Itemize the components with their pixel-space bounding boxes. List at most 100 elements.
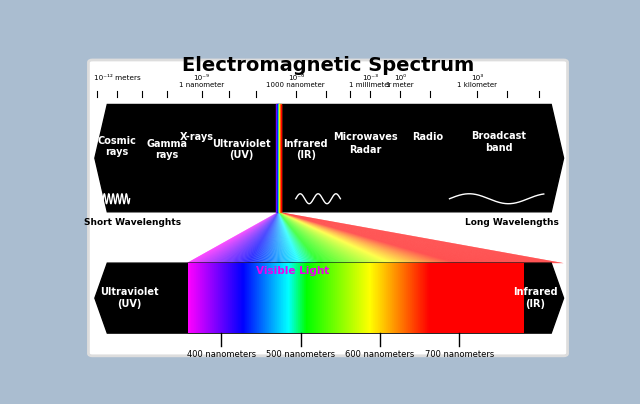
Polygon shape: [278, 212, 441, 263]
Bar: [303, 263, 304, 333]
Bar: [239, 263, 240, 333]
Polygon shape: [278, 212, 410, 263]
Polygon shape: [278, 212, 378, 263]
Polygon shape: [278, 212, 447, 263]
Polygon shape: [278, 212, 327, 263]
Bar: [486, 263, 487, 333]
Bar: [295, 263, 296, 333]
Bar: [383, 263, 384, 333]
Text: Microwaves: Microwaves: [333, 132, 397, 142]
Polygon shape: [263, 212, 278, 263]
Bar: [393, 263, 394, 333]
Bar: [333, 263, 334, 333]
Bar: [380, 263, 381, 333]
Polygon shape: [278, 212, 397, 263]
Polygon shape: [236, 212, 278, 263]
Bar: [501, 263, 502, 333]
Polygon shape: [237, 212, 278, 263]
Polygon shape: [278, 212, 445, 263]
Polygon shape: [278, 212, 431, 263]
Bar: [522, 263, 523, 333]
Bar: [457, 263, 458, 333]
Polygon shape: [278, 212, 390, 263]
Bar: [371, 263, 372, 333]
Bar: [345, 263, 346, 333]
Polygon shape: [278, 212, 379, 263]
Polygon shape: [278, 212, 299, 263]
Bar: [422, 263, 423, 333]
Polygon shape: [204, 212, 278, 263]
Polygon shape: [278, 212, 509, 263]
Polygon shape: [278, 212, 529, 263]
Polygon shape: [278, 212, 371, 263]
Polygon shape: [278, 212, 427, 263]
Bar: [401, 263, 402, 333]
Bar: [262, 263, 263, 333]
Bar: [431, 263, 432, 333]
Polygon shape: [278, 212, 324, 263]
Bar: [344, 263, 345, 333]
Polygon shape: [278, 212, 512, 263]
Polygon shape: [195, 212, 278, 263]
Polygon shape: [278, 212, 330, 263]
Bar: [311, 263, 312, 333]
Bar: [223, 263, 224, 333]
Bar: [483, 263, 484, 333]
Bar: [195, 263, 196, 333]
Polygon shape: [278, 212, 406, 263]
Text: Cosmic
rays: Cosmic rays: [98, 136, 136, 157]
Text: 600 nanometers: 600 nanometers: [346, 350, 415, 359]
Polygon shape: [277, 212, 278, 263]
Bar: [515, 263, 516, 333]
Polygon shape: [278, 212, 433, 263]
Polygon shape: [278, 212, 292, 263]
Polygon shape: [278, 212, 505, 263]
Polygon shape: [278, 212, 363, 263]
Polygon shape: [278, 212, 358, 263]
Polygon shape: [278, 212, 490, 263]
Bar: [196, 263, 197, 333]
Polygon shape: [235, 212, 278, 263]
Polygon shape: [278, 212, 448, 263]
Bar: [300, 263, 301, 333]
Bar: [338, 263, 339, 333]
Polygon shape: [278, 212, 531, 263]
Bar: [426, 263, 428, 333]
Bar: [468, 263, 469, 333]
Bar: [280, 105, 281, 212]
Polygon shape: [278, 212, 556, 263]
Polygon shape: [278, 212, 454, 263]
Bar: [319, 263, 320, 333]
Bar: [271, 263, 272, 333]
Bar: [191, 263, 192, 333]
Bar: [506, 263, 507, 333]
Bar: [306, 263, 307, 333]
Polygon shape: [278, 212, 467, 263]
Polygon shape: [278, 212, 403, 263]
Bar: [215, 263, 216, 333]
Bar: [450, 263, 451, 333]
Bar: [480, 263, 481, 333]
Bar: [460, 263, 461, 333]
Polygon shape: [192, 212, 278, 263]
Bar: [316, 263, 317, 333]
Bar: [226, 263, 227, 333]
Bar: [521, 263, 522, 333]
Bar: [273, 263, 274, 333]
Polygon shape: [216, 212, 278, 263]
Polygon shape: [278, 212, 417, 263]
Polygon shape: [278, 212, 444, 263]
Bar: [502, 263, 503, 333]
Bar: [523, 263, 524, 333]
Bar: [289, 263, 290, 333]
Polygon shape: [205, 212, 278, 263]
Polygon shape: [221, 212, 278, 263]
Polygon shape: [278, 212, 323, 263]
Bar: [507, 263, 508, 333]
Polygon shape: [278, 212, 287, 263]
Bar: [498, 263, 499, 333]
Polygon shape: [278, 212, 516, 263]
Polygon shape: [202, 212, 278, 263]
Polygon shape: [278, 212, 362, 263]
Polygon shape: [278, 212, 401, 263]
